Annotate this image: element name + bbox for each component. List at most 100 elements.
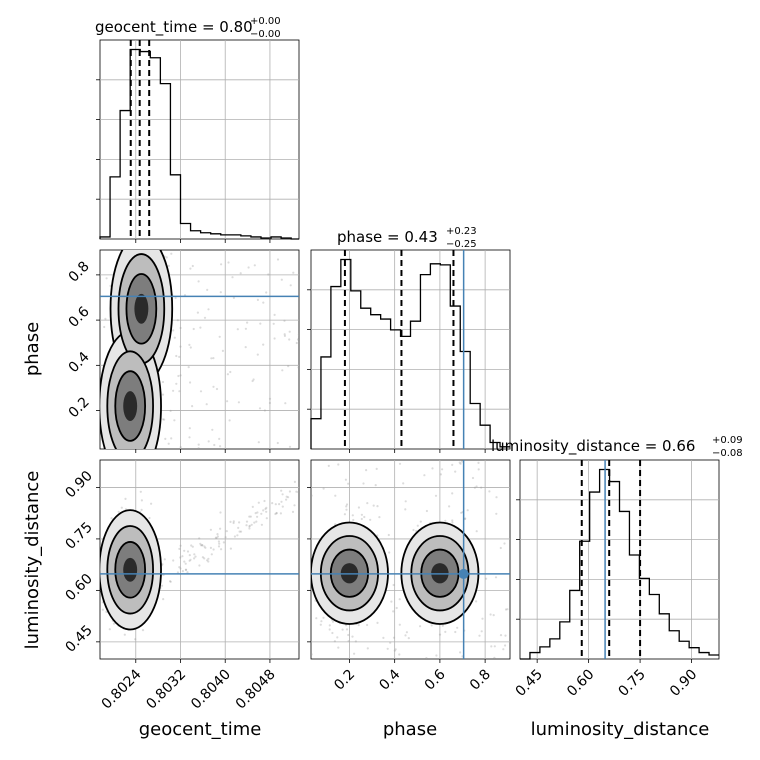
hist-panel-luminosity-distance — [516, 459, 720, 663]
title-luminosity-distance: luminosity_distance = 0.66 +0.09 −0.08 — [491, 435, 743, 459]
scatter-point — [382, 636, 385, 640]
scatter-point — [189, 558, 192, 561]
scatter-point — [217, 545, 221, 548]
scatter-point — [229, 370, 232, 374]
scatter-point — [206, 559, 209, 562]
scatter-point — [213, 443, 216, 447]
scatter-point — [238, 521, 241, 524]
scatter-point — [499, 546, 502, 550]
scatter-point — [239, 272, 242, 275]
scatter-point — [226, 373, 229, 376]
contour-fill-3-0 — [123, 557, 138, 582]
scatter-point — [257, 441, 260, 444]
scatter-point — [197, 447, 200, 449]
panel-phase-vs-luminosity-distance — [307, 459, 511, 663]
scatter-point — [392, 610, 395, 613]
scatter-point — [207, 560, 210, 563]
scatter-point — [477, 461, 480, 464]
scatter-point — [460, 511, 463, 514]
scatter-point — [504, 644, 507, 647]
title-geocent-time: geocent_time = 0.80 +0.00 −0.00 — [95, 16, 281, 40]
scatter-point — [475, 600, 478, 603]
scatter-point — [274, 503, 277, 506]
scatter-point — [425, 509, 428, 513]
xtick-label-luminosity-distance: 0.60 — [564, 667, 597, 700]
scatter-point — [170, 437, 173, 440]
scatter-point — [347, 482, 350, 485]
scatter-point — [293, 480, 296, 483]
scatter-point — [444, 519, 447, 522]
scatter-point — [110, 517, 113, 520]
scatter-point — [236, 534, 239, 537]
scatter-point — [189, 381, 192, 384]
scatter-point — [328, 628, 331, 631]
scatter-point — [430, 624, 433, 627]
scatter-point — [328, 624, 331, 627]
scatter-point — [311, 494, 313, 497]
scatter-point — [150, 450, 152, 452]
hist-frame-geocent-time — [99, 39, 300, 240]
scatter-point — [183, 549, 186, 552]
scatter-point — [185, 568, 188, 572]
scatter-point — [267, 273, 270, 276]
scatter-point — [179, 556, 182, 559]
scatter-point — [198, 537, 201, 540]
scatter-point — [161, 393, 165, 396]
scatter-point — [416, 524, 419, 527]
histogram-phase — [310, 258, 510, 449]
scatter-point — [273, 337, 276, 340]
scatter-point — [262, 509, 265, 512]
ticks — [307, 289, 486, 453]
scatter-point — [327, 464, 330, 467]
scatter-point — [372, 504, 375, 507]
scatter-point — [178, 547, 181, 551]
contour-line-2-1 — [114, 370, 147, 442]
scatter-point — [120, 452, 122, 454]
scatter-point — [454, 470, 457, 473]
scatter-point — [134, 638, 137, 641]
scatter-point — [124, 497, 127, 500]
scatter-point — [264, 507, 267, 511]
scatter-point — [276, 441, 279, 445]
svg-text:phase = 0.43: phase = 0.43 — [337, 228, 438, 246]
scatter-point — [271, 502, 274, 505]
scatter-point — [237, 401, 240, 404]
scatter-point — [248, 527, 251, 530]
scatter-point — [395, 606, 398, 610]
scatter-point — [256, 511, 259, 514]
density-contours — [100, 250, 174, 449]
scatter-point — [398, 653, 401, 656]
scatter-point — [169, 580, 172, 583]
scatter-point — [169, 580, 172, 583]
scatter-point — [454, 630, 457, 634]
scatter-point — [464, 517, 467, 520]
scatter-point — [251, 505, 254, 508]
scatter-point — [404, 500, 407, 503]
scatter-point — [283, 334, 286, 337]
contour-line-0-0 — [100, 509, 162, 631]
scatter-point — [268, 401, 271, 405]
scatter-point — [245, 520, 249, 523]
ticks — [96, 79, 271, 243]
scatter-point — [260, 512, 263, 515]
xtick-label-luminosity-distance: 0.45 — [513, 667, 546, 700]
scatter-point — [280, 500, 283, 503]
scatter-point — [473, 486, 476, 489]
scatter-point — [345, 628, 349, 631]
scatter-point — [272, 322, 275, 325]
scatter-point — [250, 523, 253, 526]
ytick-label-luminosity-distance: 0.45 — [62, 622, 95, 655]
ticks — [516, 499, 692, 663]
scatter-point — [197, 280, 200, 283]
scatter-point — [226, 400, 229, 403]
scatter-point — [315, 617, 318, 620]
scatter-point — [104, 317, 107, 320]
scatter-point — [163, 558, 166, 561]
scatter-point — [179, 567, 182, 570]
ytick-label-luminosity-distance: 0.90 — [62, 468, 95, 501]
scatter-point — [215, 387, 219, 391]
contour-line-1-0 — [106, 525, 154, 615]
scatter-point — [347, 633, 350, 637]
scatter-point — [480, 630, 483, 633]
